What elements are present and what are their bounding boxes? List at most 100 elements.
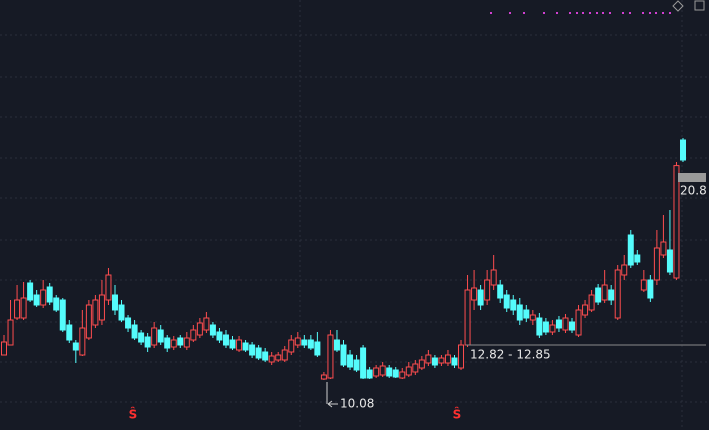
candle-body bbox=[111, 294, 118, 311]
candle-body bbox=[14, 299, 21, 319]
candle-body bbox=[464, 289, 471, 346]
candle-body bbox=[151, 327, 158, 346]
candle-body bbox=[542, 321, 549, 333]
candle-body bbox=[536, 317, 543, 336]
candle-body bbox=[40, 289, 47, 306]
candle-body bbox=[412, 363, 419, 373]
candle-body bbox=[582, 304, 589, 316]
candle-body bbox=[320, 374, 327, 380]
candle-body bbox=[236, 339, 243, 351]
candle-body bbox=[157, 329, 164, 343]
candle-body bbox=[262, 351, 269, 361]
candle-body bbox=[595, 287, 602, 303]
square-icon[interactable] bbox=[694, 0, 705, 11]
candle-body bbox=[392, 369, 399, 378]
candle-body bbox=[562, 317, 569, 331]
candle-body bbox=[575, 309, 582, 336]
candle-body bbox=[307, 339, 314, 349]
candle-body bbox=[72, 342, 79, 351]
candle-body bbox=[301, 339, 308, 346]
candle-body bbox=[268, 355, 275, 363]
candle-body bbox=[405, 366, 412, 376]
candle-body bbox=[484, 279, 491, 301]
candle-body bbox=[673, 165, 680, 279]
candles bbox=[1, 138, 686, 380]
candle-body bbox=[451, 357, 458, 366]
candle-body bbox=[555, 319, 562, 329]
candle-body bbox=[621, 264, 628, 276]
candle-body bbox=[144, 336, 151, 348]
candle-body bbox=[33, 294, 40, 306]
candle-body bbox=[105, 274, 112, 301]
candle-body bbox=[288, 339, 295, 353]
candle-body bbox=[216, 331, 223, 341]
candle-body bbox=[523, 309, 530, 319]
signal-label: Ŝ bbox=[453, 407, 462, 422]
candle-body bbox=[229, 339, 236, 349]
candle-body bbox=[353, 359, 360, 371]
signal-dots bbox=[490, 12, 671, 14]
candle-body bbox=[314, 341, 321, 356]
last-price-box bbox=[678, 173, 706, 182]
candle-body bbox=[386, 367, 393, 377]
candle-body bbox=[138, 332, 145, 343]
candle-body bbox=[85, 304, 92, 339]
candle-body bbox=[98, 294, 105, 321]
range-label: 12.82 - 12.85 bbox=[470, 348, 551, 362]
candle-body bbox=[373, 367, 380, 377]
candle-body bbox=[255, 347, 262, 359]
low-arrow bbox=[327, 400, 338, 408]
candle-body bbox=[340, 344, 347, 366]
candle-body bbox=[647, 279, 654, 299]
candle-body bbox=[477, 289, 484, 306]
candle-body bbox=[170, 339, 177, 348]
candle-body bbox=[209, 324, 216, 336]
candle-body bbox=[640, 279, 647, 291]
candle-body bbox=[92, 299, 99, 326]
candle-body bbox=[20, 297, 27, 319]
candle-body bbox=[634, 254, 641, 263]
candle-body bbox=[177, 337, 184, 346]
candle-body bbox=[222, 334, 229, 346]
candle-body bbox=[438, 357, 445, 364]
candle-body bbox=[444, 354, 451, 364]
candle-body bbox=[196, 322, 203, 336]
candle-body bbox=[601, 284, 608, 301]
candle-body bbox=[242, 342, 249, 351]
candle-body bbox=[458, 344, 465, 369]
candle-body bbox=[118, 304, 125, 321]
candle-body bbox=[503, 294, 510, 309]
candle-body bbox=[490, 269, 497, 286]
candle-body bbox=[1, 341, 7, 356]
candle-body bbox=[183, 337, 190, 348]
candle-body bbox=[549, 324, 556, 333]
candle-body bbox=[53, 297, 60, 311]
candle-body bbox=[294, 337, 301, 346]
candle-body bbox=[190, 329, 197, 341]
candle-body bbox=[660, 241, 667, 256]
candle-body bbox=[131, 324, 138, 339]
candle-body bbox=[529, 314, 536, 321]
candle-body bbox=[425, 354, 432, 364]
candle-body bbox=[431, 357, 438, 366]
candle-body bbox=[608, 289, 615, 301]
candle-body bbox=[79, 327, 86, 356]
candle-body bbox=[59, 299, 66, 331]
candle-body bbox=[399, 371, 406, 379]
candle-body bbox=[627, 234, 634, 266]
candle-body bbox=[281, 349, 288, 361]
candle-body bbox=[360, 347, 367, 379]
candle-body bbox=[327, 334, 334, 379]
diamond-icon[interactable] bbox=[672, 0, 684, 12]
low-label: 10.08 bbox=[340, 397, 374, 411]
signal-label: Ŝ bbox=[129, 407, 138, 422]
candle-body bbox=[275, 354, 282, 361]
candle-body bbox=[614, 269, 621, 319]
candle-body bbox=[569, 321, 576, 331]
candle-body bbox=[27, 282, 34, 301]
candle-body bbox=[666, 249, 673, 273]
candle-body bbox=[203, 317, 210, 331]
candle-body bbox=[510, 299, 517, 311]
